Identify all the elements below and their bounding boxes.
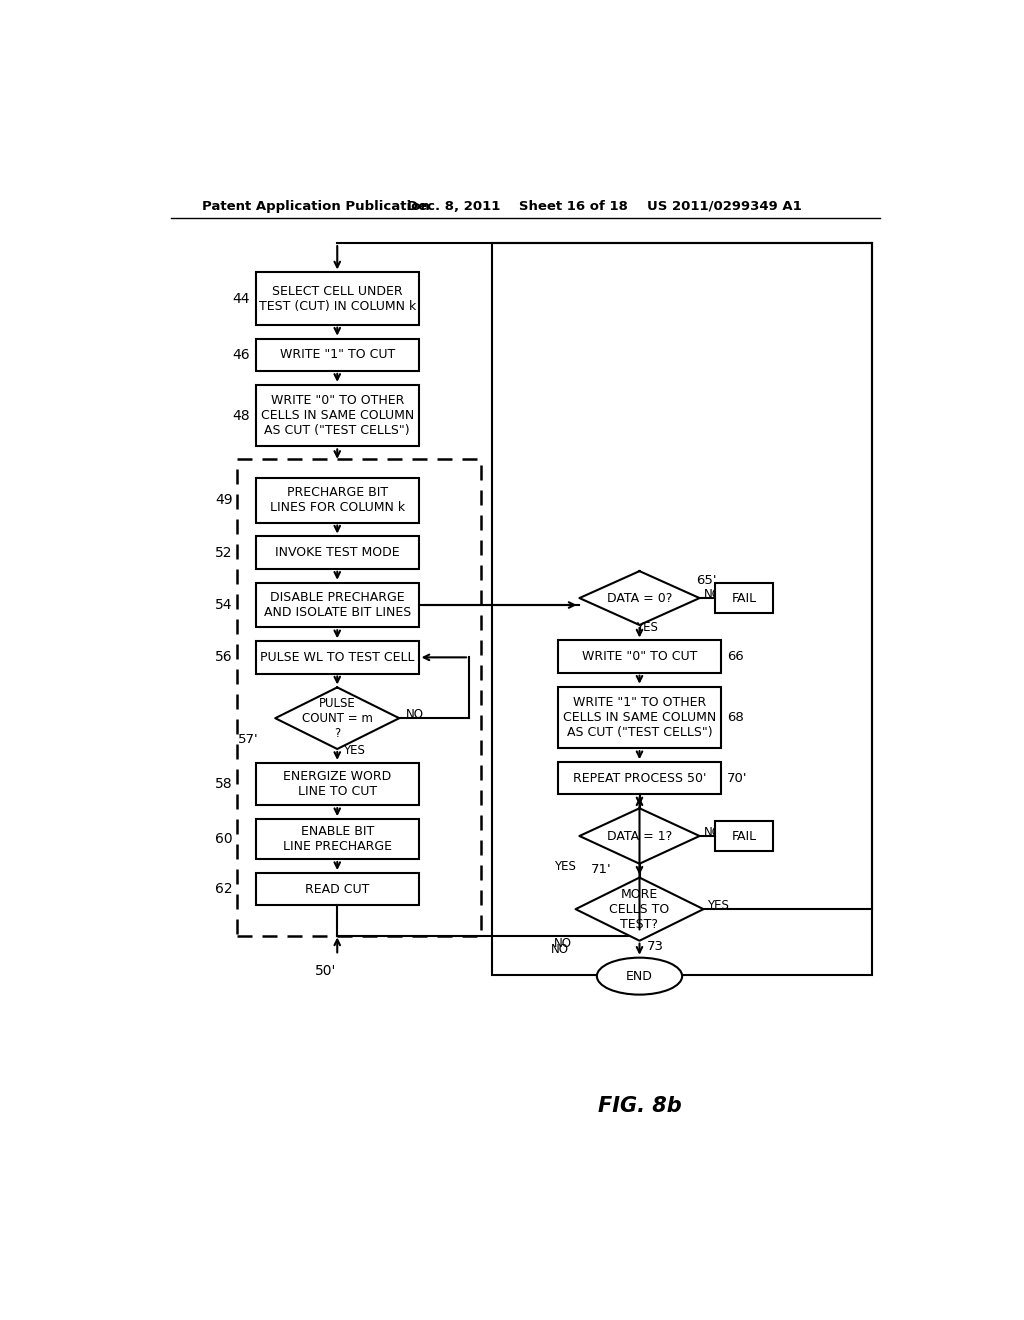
Text: 44: 44 xyxy=(232,292,250,305)
Text: DISABLE PRECHARGE
AND ISOLATE BIT LINES: DISABLE PRECHARGE AND ISOLATE BIT LINES xyxy=(263,591,411,619)
Polygon shape xyxy=(580,572,699,626)
Text: DATA = 1?: DATA = 1? xyxy=(607,829,672,842)
Text: 52: 52 xyxy=(215,545,232,560)
FancyBboxPatch shape xyxy=(558,686,721,748)
FancyBboxPatch shape xyxy=(558,762,721,795)
FancyBboxPatch shape xyxy=(256,339,419,371)
Text: WRITE "1" TO OTHER
CELLS IN SAME COLUMN
AS CUT ("TEST CELLS"): WRITE "1" TO OTHER CELLS IN SAME COLUMN … xyxy=(563,696,716,739)
Text: YES: YES xyxy=(554,859,575,873)
FancyBboxPatch shape xyxy=(256,873,419,906)
Text: FAIL: FAIL xyxy=(731,591,757,605)
FancyBboxPatch shape xyxy=(256,763,419,805)
Text: 57': 57' xyxy=(238,733,258,746)
Polygon shape xyxy=(275,688,399,748)
FancyBboxPatch shape xyxy=(256,582,419,627)
FancyBboxPatch shape xyxy=(256,272,419,325)
FancyBboxPatch shape xyxy=(256,536,419,569)
Text: FAIL: FAIL xyxy=(731,829,757,842)
Text: 54: 54 xyxy=(215,598,232,612)
FancyBboxPatch shape xyxy=(256,478,419,523)
Text: 65': 65' xyxy=(695,574,716,587)
Text: 46: 46 xyxy=(232,347,250,362)
Text: WRITE "0" TO OTHER
CELLS IN SAME COLUMN
AS CUT ("TEST CELLS"): WRITE "0" TO OTHER CELLS IN SAME COLUMN … xyxy=(261,395,414,437)
Text: 56: 56 xyxy=(215,651,232,664)
Text: INVOKE TEST MODE: INVOKE TEST MODE xyxy=(274,546,399,560)
Text: NO: NO xyxy=(554,937,571,950)
Text: 60: 60 xyxy=(215,832,232,846)
Text: 66: 66 xyxy=(727,649,743,663)
Text: ENABLE BIT
LINE PRECHARGE: ENABLE BIT LINE PRECHARGE xyxy=(283,825,392,853)
Text: MORE
CELLS TO
TEST?: MORE CELLS TO TEST? xyxy=(609,887,670,931)
Text: NO: NO xyxy=(551,942,569,956)
Text: US 2011/0299349 A1: US 2011/0299349 A1 xyxy=(647,199,802,213)
FancyBboxPatch shape xyxy=(558,640,721,673)
Text: YES: YES xyxy=(636,622,657,634)
Text: DATA = 0?: DATA = 0? xyxy=(607,591,672,605)
Text: 62: 62 xyxy=(215,882,232,896)
Text: FIG. 8b: FIG. 8b xyxy=(598,1096,681,1115)
Text: 49: 49 xyxy=(215,494,232,507)
Text: YES: YES xyxy=(343,744,366,758)
Text: Dec. 8, 2011    Sheet 16 of 18: Dec. 8, 2011 Sheet 16 of 18 xyxy=(407,199,628,213)
Text: WRITE "1" TO CUT: WRITE "1" TO CUT xyxy=(280,348,395,362)
Text: YES: YES xyxy=(708,899,729,912)
FancyBboxPatch shape xyxy=(256,642,419,673)
Text: 71': 71' xyxy=(591,863,611,876)
Text: Patent Application Publication: Patent Application Publication xyxy=(202,199,429,213)
Text: ENERGIZE WORD
LINE TO CUT: ENERGIZE WORD LINE TO CUT xyxy=(283,770,391,799)
Ellipse shape xyxy=(597,958,682,995)
Text: 70': 70' xyxy=(727,772,748,785)
Text: 68: 68 xyxy=(727,711,743,723)
FancyBboxPatch shape xyxy=(256,385,419,446)
Text: 50': 50' xyxy=(315,964,336,978)
Text: 58: 58 xyxy=(215,777,232,791)
Text: NO: NO xyxy=(703,825,722,838)
Text: PULSE
COUNT = m
?: PULSE COUNT = m ? xyxy=(302,697,373,739)
FancyBboxPatch shape xyxy=(715,821,773,850)
Text: REPEAT PROCESS 50': REPEAT PROCESS 50' xyxy=(572,772,707,785)
Text: 73: 73 xyxy=(647,940,665,953)
Text: NO: NO xyxy=(406,708,424,721)
Text: PRECHARGE BIT
LINES FOR COLUMN k: PRECHARGE BIT LINES FOR COLUMN k xyxy=(269,486,404,515)
Text: 48: 48 xyxy=(232,409,250,422)
Text: READ CUT: READ CUT xyxy=(305,883,370,896)
Text: SELECT CELL UNDER
TEST (CUT) IN COLUMN k: SELECT CELL UNDER TEST (CUT) IN COLUMN k xyxy=(259,285,416,313)
Polygon shape xyxy=(575,878,703,941)
FancyBboxPatch shape xyxy=(256,818,419,859)
Polygon shape xyxy=(580,808,699,863)
Text: NO: NO xyxy=(703,587,722,601)
Text: PULSE WL TO TEST CELL: PULSE WL TO TEST CELL xyxy=(260,651,415,664)
Text: END: END xyxy=(626,970,653,982)
Text: WRITE "0" TO CUT: WRITE "0" TO CUT xyxy=(582,649,697,663)
FancyBboxPatch shape xyxy=(715,583,773,612)
